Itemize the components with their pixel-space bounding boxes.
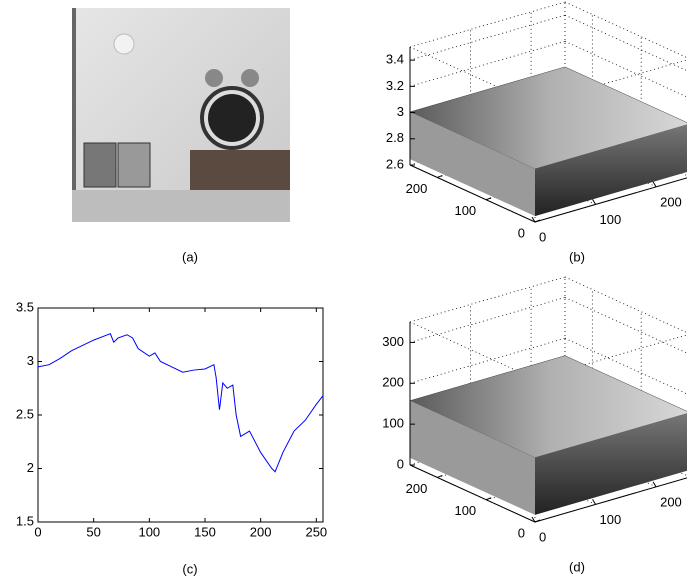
caption: (c)	[182, 561, 197, 576]
x-tick-label: 200	[660, 494, 682, 509]
tick-mark	[437, 175, 443, 178]
tick-mark	[652, 481, 657, 488]
x-tick-label: 100	[600, 212, 622, 227]
x-axis	[534, 477, 687, 523]
grid-line	[409, 337, 566, 384]
box-edge	[534, 59, 687, 105]
z-tick-label: 3.2	[386, 78, 404, 93]
tick-mark	[437, 475, 443, 478]
z-tick-label: 3.4	[386, 52, 404, 67]
grid-line	[409, 297, 566, 343]
y-tick-label: 100	[454, 503, 476, 518]
z-tick-label: 2.6	[386, 156, 404, 171]
tick-mark	[534, 519, 541, 523]
z-tick-label: 0	[397, 456, 404, 471]
plot-area	[37, 307, 324, 523]
grid-line	[409, 40, 566, 87]
surface-plot: 2.6 2.8 3 3.2 3.4 0 100 200 0 100 200	[386, 1, 687, 244]
y-tick-label: 200	[406, 481, 428, 496]
z-tick-label: 300	[382, 334, 404, 349]
y-tick-label: 3.5	[16, 299, 34, 314]
y-tick-label: 0	[518, 225, 525, 240]
box-edge	[409, 276, 566, 323]
y-tick-label: 2.5	[16, 406, 34, 421]
surface-front	[535, 413, 687, 515]
x-tick-label: 200	[250, 524, 272, 539]
tick-mark	[534, 219, 541, 223]
y-tick-label: 0	[518, 525, 525, 540]
grid-line	[564, 337, 687, 395]
box-edge	[409, 46, 536, 105]
tick-mark	[531, 516, 536, 523]
photo	[72, 8, 290, 222]
y-tick-label: 3	[27, 353, 34, 368]
x-tick-label: 0	[539, 229, 546, 244]
x-tick-label: 250	[305, 524, 327, 539]
box-edge	[534, 334, 687, 380]
tick-mark	[592, 199, 596, 205]
grid-line	[564, 297, 687, 354]
y-axis	[409, 464, 536, 523]
tick-mark	[485, 197, 492, 201]
caption: (d)	[569, 559, 585, 574]
x-tick-label: 200	[660, 194, 682, 209]
y-axis	[409, 164, 536, 223]
surface-side	[410, 111, 535, 217]
surface-front	[535, 124, 687, 217]
box-edge	[564, 276, 687, 334]
x-tick-label: 100	[600, 512, 622, 527]
box-edge	[564, 1, 687, 59]
y-tick-label: 200	[406, 181, 428, 196]
z-tick-label: 200	[382, 375, 404, 390]
tick-mark	[485, 497, 492, 501]
grid-line	[564, 14, 687, 72]
x-axis	[534, 177, 687, 223]
surface-side	[410, 400, 535, 515]
caption: (b)	[569, 249, 585, 264]
z-tick-label: 3	[397, 104, 404, 119]
x-tick-label: 0	[34, 524, 41, 539]
y-tick-label: 1.5	[16, 513, 34, 528]
caption: (a)	[182, 249, 198, 264]
grid-line	[409, 14, 566, 61]
z-tick-label: 2.8	[386, 130, 404, 145]
z-tick-label: 100	[382, 416, 404, 431]
x-tick-label: 50	[86, 524, 100, 539]
box-edge	[409, 1, 566, 48]
x-tick-label: 150	[194, 524, 216, 539]
x-tick-label: 100	[138, 524, 160, 539]
grid-line	[564, 40, 687, 98]
x-tick-label: 0	[539, 529, 546, 544]
box-edge	[409, 321, 536, 380]
tick-mark	[531, 216, 536, 223]
y-tick-label: 2	[27, 460, 34, 475]
tick-mark	[652, 181, 657, 188]
y-tick-label: 100	[454, 203, 476, 218]
tick-mark	[592, 499, 596, 505]
line-series	[37, 333, 324, 473]
